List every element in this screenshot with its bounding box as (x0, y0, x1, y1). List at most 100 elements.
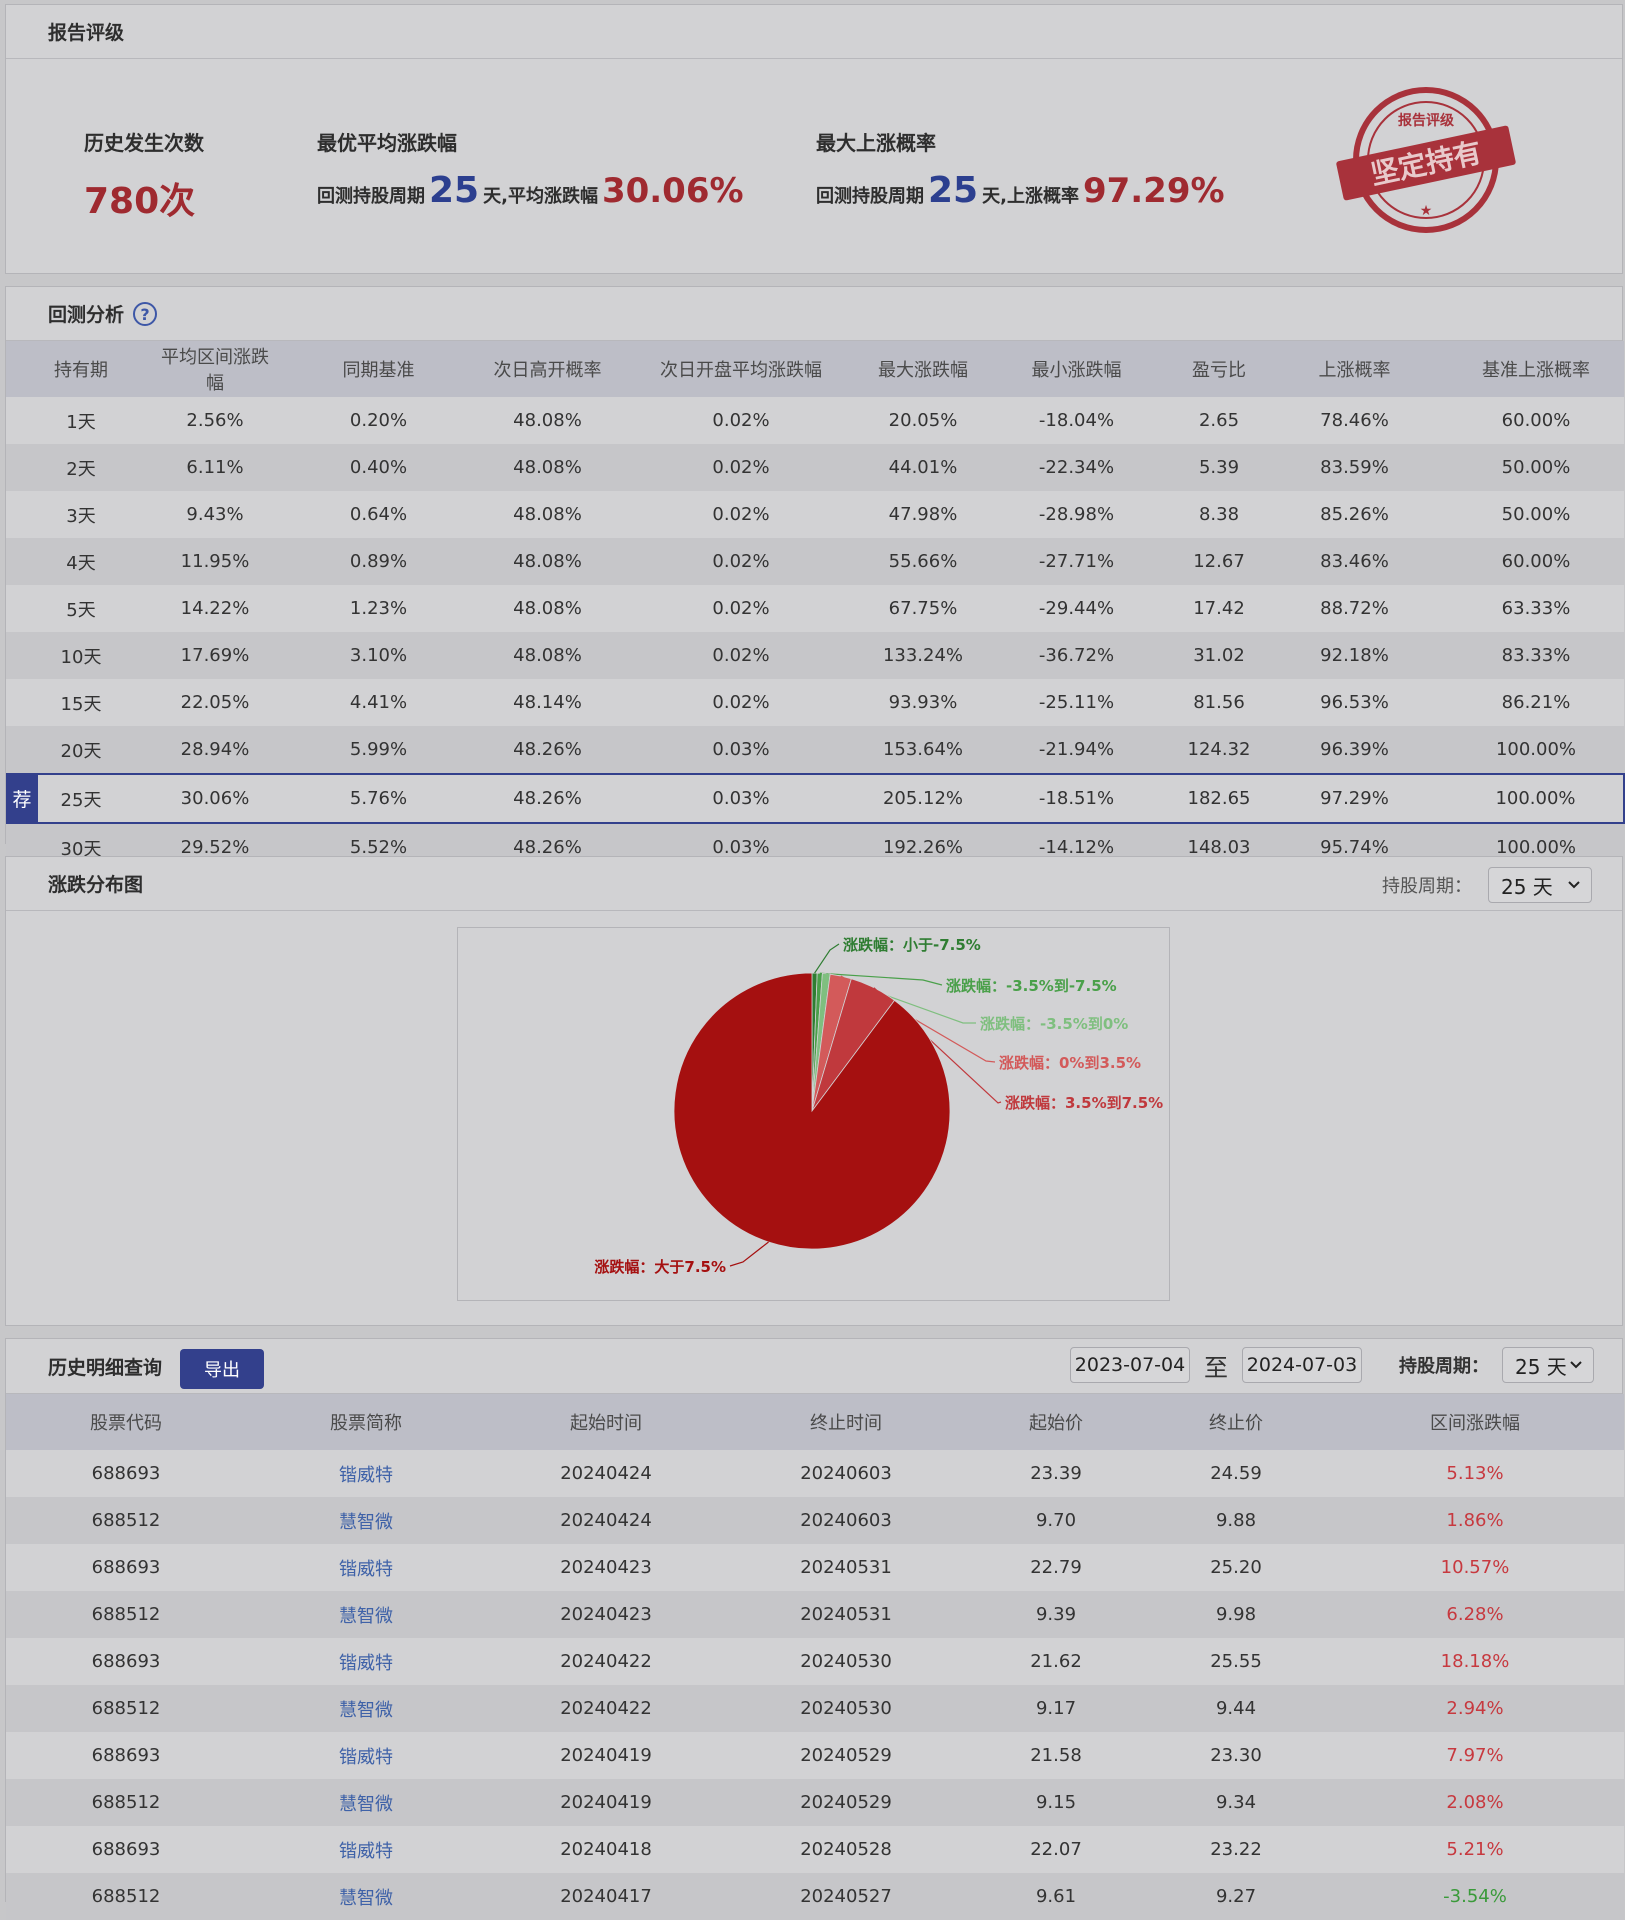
history-col-header: 终止价 (1146, 1394, 1326, 1450)
backtest-cell: -36.72% (976, 632, 1177, 679)
backtest-cell: 83.46% (1261, 538, 1448, 585)
backtest-cell: 0.89% (274, 538, 483, 585)
backtest-cell: 14.22% (156, 585, 274, 632)
history-row: 688512 慧智微 20240424 20240603 9.70 9.88 1.86% (6, 1497, 1624, 1544)
backtest-cell: 0.02% (612, 491, 870, 538)
best-avg-prefix: 回测持股周期 (317, 186, 425, 207)
history-cell: 24.59 (1146, 1450, 1326, 1497)
backtest-cell: 0.40% (274, 444, 483, 491)
backtest-cell: 97.29% (1261, 773, 1448, 824)
backtest-cell: 0.02% (612, 585, 870, 632)
history-cell: 20240531 (726, 1591, 966, 1638)
history-row: 688693 锴威特 20240423 20240531 22.79 25.20 10.57… (6, 1544, 1624, 1591)
history-row: 688693 锴威特 20240419 20240529 21.58 23.30 7.97% (6, 1732, 1624, 1779)
help-icon[interactable]: ? (132, 301, 158, 327)
backtest-cell: 55.66% (870, 538, 976, 585)
history-cell: 20240528 (726, 1826, 966, 1873)
history-count-block: 历史发生次数 780次 (84, 127, 204, 224)
max-up-line: 回测持股周期 25 天,上涨概率 97.29% (816, 170, 1225, 211)
pie-slice[interactable] (673, 972, 951, 1250)
backtest-table: 持有期 平均区间涨跌幅 同期基准 次日高开概率 次日开盘平均涨跌幅 最大涨跌幅 最小涨跌幅盈… (6, 341, 1625, 871)
backtest-cell: 0.02% (612, 397, 870, 444)
history-cell: 23.22 (1146, 1826, 1326, 1873)
backtest-cell: 63.33% (1448, 585, 1624, 632)
backtest-cell: 17.42 (1177, 585, 1261, 632)
pie-chart: 涨跌幅：小于-7.5% 涨跌幅：-3.5%到-7.5% 涨跌幅：-3.5%到0% 涨跌… (594, 936, 1163, 1276)
export-button[interactable]: 导出 (180, 1349, 264, 1389)
backtest-cell: 47.98% (870, 491, 976, 538)
history-cell: 9.39 (966, 1591, 1146, 1638)
history-cell: 20240417 (486, 1873, 726, 1920)
best-avg-line: 回测持股周期 25 天,平均涨跌幅 30.06% (317, 170, 744, 211)
backtest-cell: 48.08% (483, 491, 612, 538)
history-cell: 688512 (6, 1497, 246, 1544)
stock-name-link[interactable]: 锴威特 (246, 1826, 486, 1873)
stock-name-link[interactable]: 慧智微 (246, 1497, 486, 1544)
history-cell: 688693 (6, 1450, 246, 1497)
stock-name-link[interactable]: 慧智微 (246, 1873, 486, 1920)
best-avg-block: 最优平均涨跌幅 回测持股周期 25 天,平均涨跌幅 30.06% (317, 127, 744, 211)
backtest-cell: 48.08% (483, 444, 612, 491)
history-cell: 20240424 (486, 1497, 726, 1544)
recommend-badge: 荐 (6, 775, 38, 822)
backtest-cell: 124.32 (1177, 726, 1261, 774)
history-cell: 20240418 (486, 1826, 726, 1873)
stock-name-link[interactable]: 慧智微 (246, 1591, 486, 1638)
history-cell: 688693 (6, 1638, 246, 1685)
backtest-cell: 15天 (6, 679, 156, 726)
history-col-header: 终止时间 (726, 1394, 966, 1450)
history-col-header: 区间涨跌幅 (1326, 1394, 1624, 1450)
history-period-select[interactable]: 25 天 (1502, 1347, 1594, 1383)
stock-name-link[interactable]: 锴威特 (246, 1638, 486, 1685)
backtest-cell: 48.08% (483, 585, 612, 632)
backtest-cell: 48.26% (483, 726, 612, 774)
backtest-cell: 50.00% (1448, 444, 1624, 491)
backtest-cell: 荐 25天 (6, 773, 156, 824)
distribution-period-label: 持股周期： (1382, 876, 1472, 897)
backtest-cell: 85.26% (1261, 491, 1448, 538)
backtest-cell: 11.95% (156, 538, 274, 585)
backtest-cell: 182.65 (1177, 773, 1261, 824)
history-cell: 9.70 (966, 1497, 1146, 1544)
pie-slice-label: 涨跌幅：小于-7.5% (843, 936, 981, 954)
history-cell: 20240603 (726, 1497, 966, 1544)
history-row: 688693 锴威特 20240424 20240603 23.39 24.59 5.13% (6, 1450, 1624, 1497)
backtest-cell: 17.69% (156, 632, 274, 679)
backtest-cell: -29.44% (976, 585, 1177, 632)
date-from-input[interactable]: 2023-07-04 (1070, 1347, 1190, 1383)
backtest-cell: 20.05% (870, 397, 976, 444)
backtest-cell: 44.01% (870, 444, 976, 491)
stock-name-link[interactable]: 慧智微 (246, 1779, 486, 1826)
history-cell: 20240419 (486, 1779, 726, 1826)
history-cell: 20240531 (726, 1544, 966, 1591)
backtest-cell: 48.14% (483, 679, 612, 726)
backtest-cell: 83.59% (1261, 444, 1448, 491)
backtest-cell: -25.11% (976, 679, 1177, 726)
backtest-cell: 2.56% (156, 397, 274, 444)
stock-name-link[interactable]: 锴威特 (246, 1544, 486, 1591)
history-cell: 22.79 (966, 1544, 1146, 1591)
date-to-input[interactable]: 2024-07-03 (1242, 1347, 1362, 1383)
backtest-col-header: 基准上涨概率 (1448, 341, 1624, 397)
backtest-cell: 2.65 (1177, 397, 1261, 444)
stock-name-link[interactable]: 锴威特 (246, 1732, 486, 1779)
backtest-cell: -27.71% (976, 538, 1177, 585)
history-row: 688512 慧智微 20240417 20240527 9.61 9.27 -3.54% (6, 1873, 1624, 1920)
range-change-cell: 7.97% (1326, 1732, 1624, 1779)
stock-name-link[interactable]: 锴威特 (246, 1450, 486, 1497)
backtest-cell: 100.00% (1448, 773, 1625, 824)
backtest-cell: 83.33% (1448, 632, 1624, 679)
chevron-down-icon (1568, 881, 1580, 889)
date-separator: 至 (1204, 1353, 1228, 1382)
history-title: 历史明细查询 (6, 1339, 1622, 1394)
history-cell: 20240422 (486, 1638, 726, 1685)
stock-name-link[interactable]: 慧智微 (246, 1685, 486, 1732)
distribution-period-select[interactable]: 25 天 (1488, 867, 1592, 903)
history-cell: 20240419 (486, 1732, 726, 1779)
backtest-cell: 4.41% (274, 679, 483, 726)
range-change-cell: 5.13% (1326, 1450, 1624, 1497)
backtest-row: 荐 25天 30.06% 5.76% 48.26% 0.03% 205.12% -18.51%… (6, 773, 1625, 824)
backtest-cell: 3.10% (274, 632, 483, 679)
report-rating-title: 报告评级 (6, 5, 1622, 59)
history-table: 股票代码 股票简称 起始时间 终止时间 起始价 终止价 区间涨跌幅 688693 锴威特 202… (6, 1394, 1624, 1920)
